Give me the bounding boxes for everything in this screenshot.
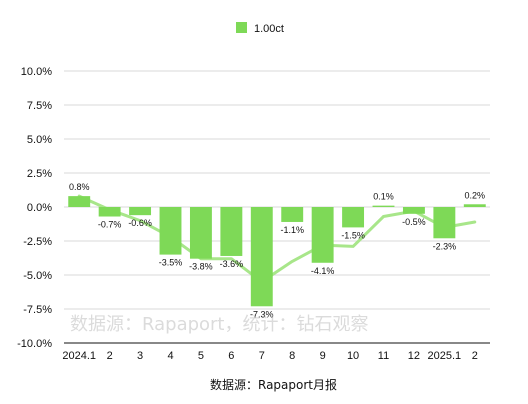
x-tick-label: 5 (198, 350, 204, 362)
bar (463, 204, 486, 207)
x-tick-label: 7 (259, 350, 265, 362)
x-tick-label: 9 (320, 350, 326, 362)
x-tick-label: 10 (347, 350, 359, 362)
gridlines (64, 70, 490, 344)
bar (98, 207, 121, 217)
bar (220, 207, 243, 256)
y-tick-label: -7.5% (23, 304, 52, 316)
bar (129, 207, 152, 216)
watermark: 数据源：Rapaport，统计：钻石观察 (70, 314, 369, 335)
source-note: 数据源：Rapaport月报 (210, 377, 337, 392)
data-label: -2.3% (433, 241, 457, 251)
x-tick-label: 8 (289, 350, 295, 362)
x-tick-label: 3 (137, 350, 143, 362)
data-label: -0.7% (98, 220, 122, 230)
x-tick-label: 2025.1 (428, 350, 462, 362)
data-label: -0.5% (402, 217, 426, 227)
bar (372, 205, 395, 207)
legend-swatch (236, 22, 247, 33)
bar (189, 207, 212, 259)
x-tick-label: 2 (107, 350, 113, 362)
data-label: -3.5% (159, 258, 183, 268)
x-tick-label: 12 (408, 350, 420, 362)
y-tick-label: 5.0% (27, 134, 52, 146)
bar (402, 207, 425, 214)
data-labels: 0.8% -0.7% -0.6% -3.5% -3.8% -3.6% -7.3% -1.1% -… (69, 182, 485, 319)
data-label: 0.1% (373, 192, 394, 202)
y-tick-label: 2.5% (27, 168, 52, 180)
data-label: -3.8% (189, 262, 213, 272)
bars (68, 196, 486, 307)
data-label: -4.1% (311, 266, 335, 276)
x-tick-label: 2024.1 (62, 350, 96, 362)
data-label: 0.8% (69, 182, 90, 192)
y-tick-label: 0.0% (27, 202, 52, 214)
x-axis-tick-labels: 2024.1 2 3 4 5 6 7 8 9 10 11 12 2025.1 2 (62, 350, 477, 362)
y-tick-label: -5.0% (23, 270, 52, 282)
y-axis-tick-labels: 10.0% 7.5% 5.0% 2.5% 0.0% -2.5% -5.0% -7.5% -10.… (17, 66, 52, 350)
y-tick-label: -2.5% (23, 236, 52, 248)
bar (311, 207, 334, 263)
data-label: -7.3% (250, 309, 274, 319)
bar (159, 207, 182, 255)
y-tick-label: -10.0% (17, 338, 52, 350)
y-tick-label: 7.5% (27, 100, 52, 112)
data-label: -1.1% (280, 225, 304, 235)
y-tick-label: 10.0% (21, 66, 52, 78)
x-tick-label: 11 (378, 350, 389, 362)
legend-label: 1.00ct (254, 23, 284, 35)
data-label: -0.6% (128, 218, 152, 228)
bar (250, 207, 273, 307)
bar (281, 207, 304, 222)
bar (342, 207, 365, 228)
x-tick-label: 4 (167, 350, 173, 362)
legend: 1.00ct (236, 22, 284, 35)
x-tick-label: 2 (472, 350, 478, 362)
bar (68, 196, 91, 207)
data-label: -1.5% (341, 230, 365, 240)
data-label: 0.2% (465, 190, 486, 200)
x-tick-label: 6 (228, 350, 234, 362)
bar (433, 207, 456, 239)
data-label: -3.6% (220, 259, 244, 269)
